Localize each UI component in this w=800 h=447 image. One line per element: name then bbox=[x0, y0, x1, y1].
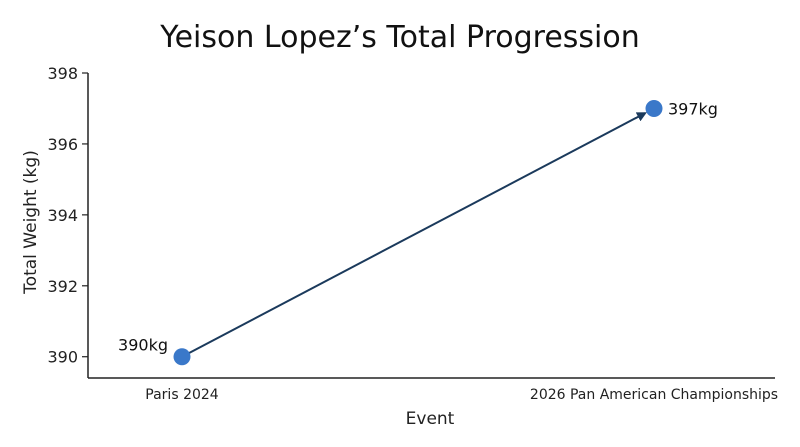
data-label: 390kg bbox=[118, 336, 168, 355]
chart-title: Yeison Lopez’s Total Progression bbox=[159, 20, 640, 55]
y-ticks: 390 392 394 396 398 bbox=[47, 64, 88, 367]
data-point bbox=[173, 348, 191, 366]
data-labels: 390kg 397kg bbox=[118, 99, 718, 354]
x-tick-label: Paris 2024 bbox=[145, 387, 219, 403]
y-tick-label: 396 bbox=[47, 135, 78, 154]
axes bbox=[87, 73, 775, 379]
data-points bbox=[173, 99, 663, 366]
y-tick-label: 394 bbox=[47, 206, 78, 225]
data-label: 397kg bbox=[668, 99, 718, 118]
x-ticks: Paris 2024 2026 Pan American Championship… bbox=[145, 387, 778, 403]
x-axis-label: Event bbox=[406, 409, 455, 429]
x-tick-label: 2026 Pan American Championships bbox=[530, 387, 778, 403]
y-tick-label: 398 bbox=[47, 64, 78, 83]
y-axis-label: Total Weight (kg) bbox=[21, 150, 41, 295]
progression-arrow bbox=[181, 112, 647, 358]
data-point bbox=[645, 99, 663, 117]
y-tick-label: 390 bbox=[47, 348, 78, 367]
y-tick-label: 392 bbox=[47, 277, 78, 296]
